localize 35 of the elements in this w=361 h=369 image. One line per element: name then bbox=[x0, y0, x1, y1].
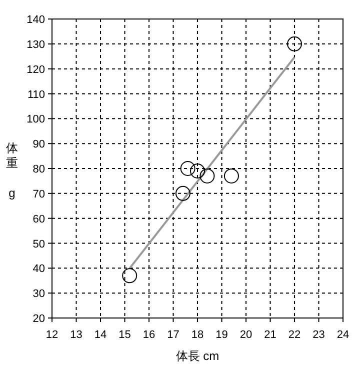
y-tick-label: 40 bbox=[32, 263, 45, 276]
x-tick-label: 23 bbox=[312, 329, 325, 341]
x-tick-label: 19 bbox=[216, 329, 228, 341]
y-tick-label: 20 bbox=[32, 313, 45, 325]
x-tick-label: 21 bbox=[264, 329, 276, 341]
y-tick-label: 90 bbox=[32, 138, 45, 151]
x-tick-label: 17 bbox=[167, 329, 180, 341]
point bbox=[122, 268, 138, 284]
x-tick-label: 12 bbox=[46, 329, 58, 341]
y-tick-label: 60 bbox=[32, 213, 45, 226]
y-tick-label: 140 bbox=[26, 14, 45, 26]
y-tick-label: 30 bbox=[32, 288, 45, 300]
point bbox=[200, 168, 215, 184]
point bbox=[180, 161, 196, 176]
x-tick-label: 13 bbox=[70, 329, 82, 341]
x-tick-label: 22 bbox=[288, 329, 301, 341]
x-tick-label: 14 bbox=[94, 329, 107, 341]
y-tick-label: 120 bbox=[26, 64, 45, 76]
y-tick-label: 70 bbox=[32, 188, 45, 200]
x-axis-title: 体長 cm bbox=[176, 349, 220, 363]
point bbox=[224, 168, 239, 184]
x-tick-label: 20 bbox=[240, 329, 252, 341]
y-tick-label: 130 bbox=[26, 38, 45, 51]
point bbox=[190, 163, 205, 178]
x-tick-label: 24 bbox=[336, 329, 350, 341]
x-tick-label: 18 bbox=[191, 329, 204, 341]
text: 体重 g bbox=[6, 141, 18, 200]
x-tick-label: 15 bbox=[118, 329, 131, 341]
x-tick-label: 16 bbox=[142, 329, 156, 341]
y-tick-label: 50 bbox=[32, 238, 45, 250]
point bbox=[175, 186, 190, 201]
y-tick-label: 80 bbox=[32, 164, 45, 176]
point bbox=[287, 36, 302, 52]
y-tick-label: 110 bbox=[27, 88, 45, 101]
y-tick-label: 100 bbox=[26, 114, 45, 126]
